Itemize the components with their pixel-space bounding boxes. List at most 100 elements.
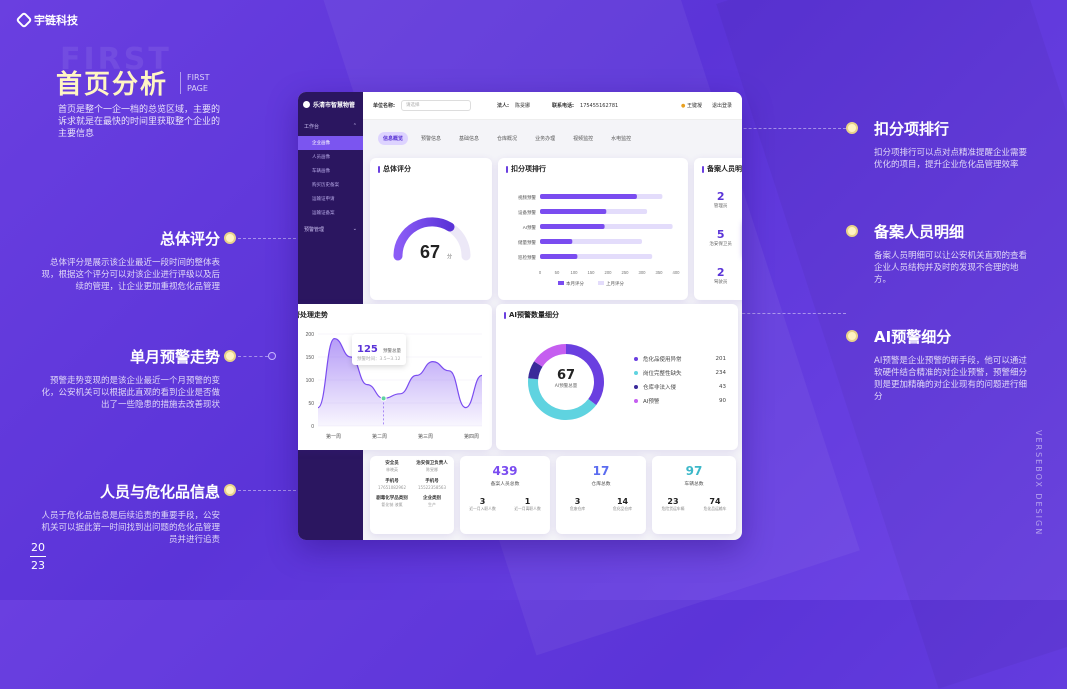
x-tick-label: 第二周 bbox=[372, 433, 387, 440]
staff-count: 2 bbox=[716, 189, 725, 203]
callout-people-dot bbox=[224, 484, 236, 496]
topbar: 单位名称: 请选择 法人: 陈旻娜 联系电话: 175455162781 ● 王… bbox=[363, 92, 742, 120]
stat-sub-row: 3 近一月入职人数 1 近一月离职人数 bbox=[460, 497, 550, 512]
tab-item[interactable]: 水电监控 bbox=[611, 136, 632, 142]
user-name[interactable]: ● 王键凝 bbox=[681, 102, 702, 109]
callout-score-text: 总体评分是展示该企业最近一段时间的整体表现，根据这个评分可以对该企业进行评级以及… bbox=[41, 258, 220, 292]
accent-bar bbox=[378, 165, 380, 173]
sidebar-item[interactable]: 运输证备案 bbox=[312, 211, 335, 216]
sidebar-item[interactable]: 车辆画像 bbox=[312, 169, 330, 174]
callout-score-title: 总体评分 bbox=[159, 230, 220, 248]
callout-deduct-dot bbox=[846, 122, 858, 134]
brand-name: 宇链科技 bbox=[34, 14, 78, 27]
stat-sub-label: 近一月离职人数 bbox=[514, 506, 541, 511]
sidebar-items: 企业画像人员画像车辆画像购买历史备案 运输证申请运输证备案 bbox=[298, 136, 363, 220]
connector-line bbox=[238, 356, 268, 357]
sidebar-item[interactable]: 企业画像 bbox=[298, 136, 363, 150]
bar-tick-label: 350 bbox=[656, 270, 664, 275]
avatar: ● bbox=[681, 103, 686, 109]
tab-item[interactable]: 预警信息 bbox=[421, 136, 442, 142]
callout-ai-text: AI预警是企业预警的新手段，他可以通过软硬件结合精准的对企业预警，预警细分则是更… bbox=[874, 356, 1028, 402]
user-area: ● 王键凝 退出登录 bbox=[681, 102, 742, 109]
people-info-title: 手机号 bbox=[425, 479, 439, 484]
tab-item[interactable]: 信息概览 bbox=[378, 132, 409, 145]
connector-ring bbox=[268, 352, 276, 360]
deduct-card-title: 扣分项排行 bbox=[498, 158, 688, 180]
accent-bar bbox=[506, 165, 508, 173]
y-tick-label: 0 bbox=[311, 424, 314, 430]
bar-tick-label: 150 bbox=[588, 270, 596, 275]
tab-item[interactable]: 仓库概况 bbox=[497, 136, 518, 142]
stat-sub: 74 危化品运输车 bbox=[704, 497, 727, 512]
vertical-brand-text: VERSEBOX DESIGN bbox=[1034, 430, 1043, 537]
stat-sub-value: 3 bbox=[574, 497, 581, 506]
trend-card: 近一月预警处理走势 0 50 100 150 200 第一周 第二周 第三周 第四周 125 预… bbox=[298, 304, 492, 450]
callout-trend-title: 单月预警走势 bbox=[129, 348, 220, 366]
unit-select[interactable]: 请选择 bbox=[401, 100, 471, 111]
callout-trend: 单月预警走势 预警走势变现的是该企业最近一个月预警的变化，公安机关可以根据此直观… bbox=[40, 346, 220, 411]
stat-value: 439 bbox=[492, 464, 518, 478]
trend-area-chart: 0 50 100 150 200 第一周 第二周 第三周 第四周 bbox=[306, 332, 483, 440]
tab-item[interactable]: 视频监控 bbox=[573, 136, 594, 142]
bar-category-label: 视频预警 bbox=[518, 194, 536, 201]
callout-staff-title: 备案人员明细 bbox=[874, 223, 965, 241]
tab-item[interactable]: 基础信息 bbox=[459, 136, 480, 142]
callout-trend-dot bbox=[224, 350, 236, 362]
sidebar-item[interactable]: 人员画像 bbox=[312, 155, 330, 160]
ai-legend-value: 43 bbox=[719, 384, 726, 390]
legend-dot bbox=[634, 385, 638, 389]
sidebar-item[interactable]: 购买历史备案 bbox=[312, 183, 339, 188]
callout-ai-dot bbox=[846, 330, 858, 342]
page-title: 首页分析 bbox=[56, 70, 169, 100]
ai-legend-label: 岗位完整性缺失 bbox=[643, 371, 682, 377]
legend-swatch bbox=[598, 281, 604, 285]
trend-line bbox=[317, 337, 483, 409]
people-info-title: 剧毒化学品类别 bbox=[376, 496, 408, 501]
score-unit: 分 bbox=[447, 253, 452, 260]
gauge-fill bbox=[393, 217, 455, 261]
staff-cell[interactable]: 2 管理员 bbox=[698, 180, 742, 218]
sidebar-group-workbench[interactable]: 工作台 ⌃ bbox=[298, 117, 363, 136]
people-info-item: 安全员 林晓英 bbox=[374, 460, 410, 473]
deduct-card: 扣分项排行 视频预警 设备预警 AI预警 储量预警 巡检预警 0 50 100 150 200 25… bbox=[498, 158, 688, 300]
people-info-grid: 安全员 林晓英 治安保卫负责人 陈旻娜 手机号 17651082962 手机号 1552235… bbox=[374, 460, 450, 508]
callout-ai: AI预警细分 AI预警是企业预警的新手段，他可以通过软硬件结合精准的对企业预警，… bbox=[874, 326, 1034, 403]
stat-sub-row: 23 危险货运车辆 74 危化品运输车 bbox=[652, 497, 736, 512]
ghost-title: FIRST bbox=[60, 42, 172, 77]
sidebar-group-label: 工作台 bbox=[304, 124, 320, 130]
ai-legend-item: 仓库非法入侵 43 bbox=[634, 380, 726, 394]
x-tick-label: 第一周 bbox=[326, 433, 341, 440]
people-info-title: 治安保卫负责人 bbox=[416, 461, 448, 466]
score-card-title: 总体评分 bbox=[370, 158, 492, 180]
year-bottom: 23 bbox=[31, 559, 45, 572]
year-divider bbox=[30, 556, 46, 557]
staff-card: 备案人员明细 2管理员1保管员5操作员5治安保卫员29总人员3押运员2驾驶员2采… bbox=[694, 158, 742, 300]
ai-card: AI预警数量细分 67 AI预警总量 危化品使用异常 201 岗位完整性缺失 234 仓… bbox=[496, 304, 738, 450]
bar-tick-label: 400 bbox=[673, 270, 681, 275]
people-info-value: 林晓英 bbox=[386, 467, 398, 472]
legend-swatch bbox=[558, 281, 564, 285]
staff-cell[interactable]: 5 治安保卫员 bbox=[698, 218, 742, 256]
bar-category-label: 储量预警 bbox=[518, 239, 536, 246]
phone-value: 175455162781 bbox=[580, 102, 619, 109]
staff-cell[interactable]: 2 驾驶员 bbox=[698, 256, 742, 294]
year-mark: 20 23 bbox=[30, 540, 46, 573]
staff-total-card: 439 备案人员总数 3 近一月入职人数 1 近一月离职人数 bbox=[460, 456, 550, 534]
people-info-item: 手机号 15522358563 bbox=[414, 478, 450, 490]
staff-count: 2 bbox=[716, 265, 725, 279]
hover-point[interactable] bbox=[380, 395, 387, 402]
logout-button[interactable]: 退出登录 bbox=[711, 103, 732, 109]
callout-deduct-text: 扣分项排行可以点对点精准提醒企业需要优化的项目，提升企业危化品管理效率 bbox=[874, 148, 1028, 170]
callout-staff-dot bbox=[846, 225, 858, 237]
chevron-down-icon: ⌃ bbox=[352, 123, 357, 129]
tab-bar: 信息概览 预警信息 基础信息 仓库概况 业务办理 视频监控 水电监控 bbox=[378, 132, 636, 145]
stat-sub-value: 23 bbox=[667, 497, 679, 506]
donut-center: 67 AI预警总量 bbox=[516, 368, 616, 389]
sidebar-title-text: 乐清市智慧物管 bbox=[313, 102, 356, 109]
sidebar-item[interactable]: 运输证申请 bbox=[312, 197, 335, 202]
stat-sub-value: 3 bbox=[479, 497, 486, 506]
tab-item[interactable]: 业务办理 bbox=[535, 136, 556, 142]
legal-value: 陈旻娜 bbox=[515, 103, 531, 109]
sidebar-group-warnings[interactable]: 预警管理 ⌄ bbox=[298, 220, 363, 239]
trend-area bbox=[318, 338, 482, 426]
